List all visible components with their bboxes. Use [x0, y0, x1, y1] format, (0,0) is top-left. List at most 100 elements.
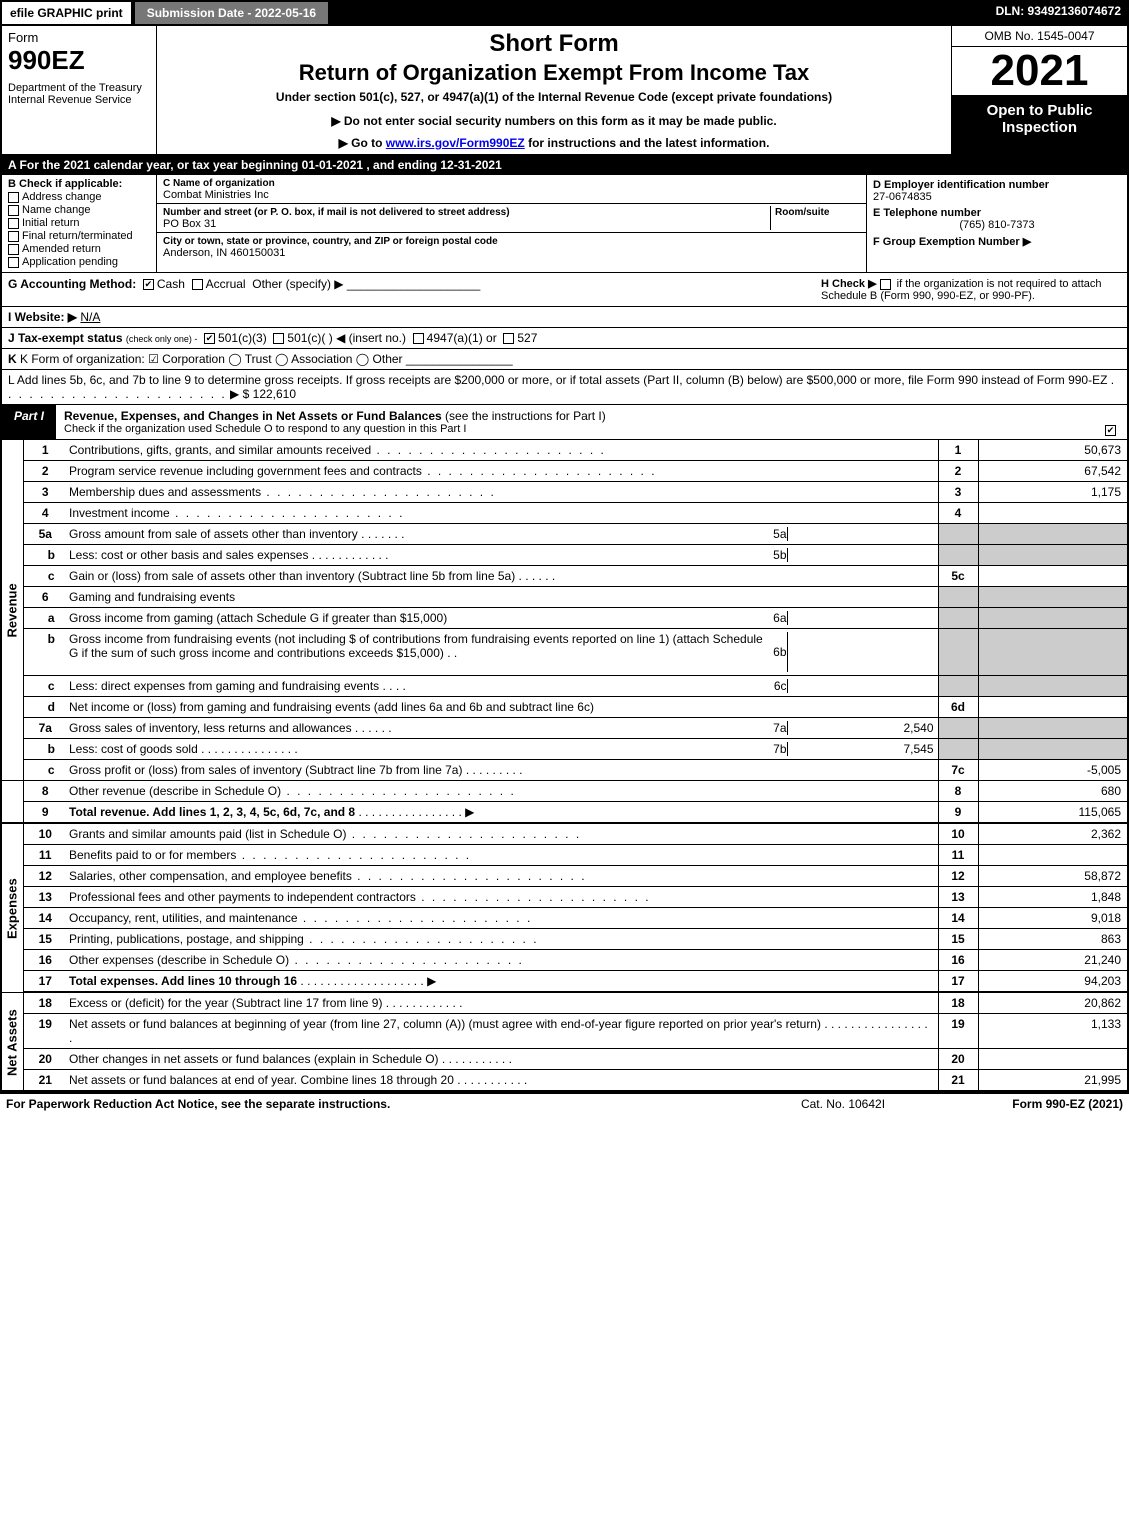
addr-value: PO Box 31	[163, 218, 216, 230]
chk-cash[interactable]	[143, 279, 154, 290]
column-b: B Check if applicable: Address change Na…	[2, 175, 157, 272]
city-label: City or town, state or province, country…	[163, 236, 498, 247]
line-14-amt: 9,018	[978, 908, 1128, 929]
open-to-public: Open to Public Inspection	[952, 96, 1127, 154]
part1-tag: Part I	[2, 405, 56, 439]
side-revenue: Revenue	[1, 440, 23, 781]
line-19-box: 19	[938, 1014, 978, 1049]
goto-suffix: for instructions and the latest informat…	[528, 136, 769, 150]
chk-4947[interactable]	[413, 333, 424, 344]
l-text: L Add lines 5b, 6c, and 7b to line 9 to …	[8, 373, 1107, 387]
h-block: H Check ▶ if the organization is not req…	[821, 277, 1121, 302]
line-15-num: 15	[23, 929, 63, 950]
chk-address-change[interactable]: Address change	[8, 191, 150, 203]
part1-title: Revenue, Expenses, and Changes in Net As…	[56, 405, 1097, 439]
line-7c-num: c	[23, 760, 63, 781]
addr-label: Number and street (or P. O. box, if mail…	[163, 207, 510, 218]
line-5a-desc: Gross amount from sale of assets other t…	[69, 527, 358, 541]
line-2-amt: 67,542	[978, 461, 1128, 482]
chk-initial-return[interactable]: Initial return	[8, 217, 150, 229]
chk-h[interactable]	[880, 279, 891, 290]
line-16-desc: Other expenses (describe in Schedule O)	[69, 953, 289, 967]
footer-cat: Cat. No. 10642I	[743, 1097, 943, 1111]
goto-prefix: ▶ Go to	[339, 136, 386, 150]
line-21-amt: 21,995	[978, 1070, 1128, 1092]
b-title: B Check if applicable:	[8, 178, 150, 190]
line-6d-desc: Net income or (loss) from gaming and fun…	[63, 697, 938, 718]
line-1-num: 1	[23, 440, 63, 461]
line-20-desc: Other changes in net assets or fund bala…	[69, 1052, 439, 1066]
chk-final-return[interactable]: Final return/terminated	[8, 230, 150, 242]
row-l: L Add lines 5b, 6c, and 7b to line 9 to …	[0, 370, 1129, 405]
chk-501c3[interactable]	[204, 333, 215, 344]
line-7c-desc: Gross profit or (loss) from sales of inv…	[69, 763, 462, 777]
return-title: Return of Organization Exempt From Incom…	[165, 60, 943, 86]
j-note: (check only one) -	[126, 334, 198, 344]
chk-accrual[interactable]	[192, 279, 203, 290]
line-2-desc: Program service revenue including govern…	[69, 464, 422, 478]
department-label: Department of the Treasury	[8, 82, 150, 94]
header-right: OMB No. 1545-0047 2021 Open to Public In…	[952, 26, 1127, 154]
line-7c-amt: -5,005	[978, 760, 1128, 781]
chk-schedule-o[interactable]	[1105, 425, 1116, 436]
chk-527[interactable]	[503, 333, 514, 344]
line-18-desc: Excess or (deficit) for the year (Subtra…	[69, 996, 382, 1010]
k-text: K Form of organization: ☑ Corporation ◯ …	[20, 352, 403, 366]
line-13-num: 13	[23, 887, 63, 908]
line-7b-num: b	[23, 739, 63, 760]
line-18-amt: 20,862	[978, 993, 1128, 1014]
omb-number: OMB No. 1545-0047	[952, 26, 1127, 47]
line-17-box: 17	[938, 971, 978, 993]
header-center: Short Form Return of Organization Exempt…	[157, 26, 952, 154]
line-7c-box: 7c	[938, 760, 978, 781]
line-6c-mid: 6c	[774, 679, 788, 693]
group-label: F Group Exemption Number ▶	[873, 236, 1031, 248]
line-10-num: 10	[23, 824, 63, 845]
g-other: Other (specify) ▶	[252, 277, 343, 291]
line-8-box: 8	[938, 781, 978, 802]
org-name-block: C Name of organization Combat Ministries…	[157, 175, 866, 204]
chk-application-pending[interactable]: Application pending	[8, 256, 150, 268]
short-form-title: Short Form	[165, 30, 943, 58]
line-5a-mid: 5a	[773, 527, 787, 541]
line-17-desc: Total expenses. Add lines 10 through 16	[69, 974, 297, 988]
chk-amended-return[interactable]: Amended return	[8, 243, 150, 255]
efile-print-button[interactable]: efile GRAPHIC print	[0, 0, 133, 26]
line-4-amt	[978, 503, 1128, 524]
line-9-amt: 115,065	[978, 802, 1128, 824]
chk-501c[interactable]	[273, 333, 284, 344]
line-5b-midval	[788, 548, 938, 562]
row-g-h: G Accounting Method: Cash Accrual Other …	[0, 273, 1129, 307]
h-label: H Check ▶	[821, 278, 877, 290]
line-5b-num: b	[23, 545, 63, 566]
line-6c-desc: Less: direct expenses from gaming and fu…	[69, 679, 379, 693]
line-6b-amt-grey	[978, 629, 1128, 676]
line-7b-mid: 7b	[773, 742, 787, 756]
line-7b-midval: 7,545	[788, 742, 938, 756]
org-name: Combat Ministries Inc	[163, 189, 269, 201]
form-label: Form	[8, 30, 150, 45]
row-j: J Tax-exempt status (check only one) - 5…	[0, 328, 1129, 349]
line-15-amt: 863	[978, 929, 1128, 950]
line-12-amt: 58,872	[978, 866, 1128, 887]
line-4-desc: Investment income	[69, 506, 170, 520]
line-2-num: 2	[23, 461, 63, 482]
line-12-desc: Salaries, other compensation, and employ…	[69, 869, 352, 883]
line-20-num: 20	[23, 1049, 63, 1070]
section-bcd: B Check if applicable: Address change Na…	[0, 175, 1129, 273]
line-17-num: 17	[23, 971, 63, 993]
line-1-box: 1	[938, 440, 978, 461]
city-block: City or town, state or province, country…	[157, 233, 866, 261]
line-14-num: 14	[23, 908, 63, 929]
line-9-num: 9	[23, 802, 63, 824]
footer: For Paperwork Reduction Act Notice, see …	[0, 1092, 1129, 1114]
line-6c-num: c	[23, 676, 63, 697]
ein-label: D Employer identification number	[873, 179, 1049, 191]
chk-name-change[interactable]: Name change	[8, 204, 150, 216]
line-10-box: 10	[938, 824, 978, 845]
part1-header: Part I Revenue, Expenses, and Changes in…	[0, 405, 1129, 440]
goto-link[interactable]: www.irs.gov/Form990EZ	[386, 136, 525, 150]
i-label: I Website: ▶	[8, 310, 77, 324]
line-11-desc: Benefits paid to or for members	[69, 848, 236, 862]
line-4-box: 4	[938, 503, 978, 524]
